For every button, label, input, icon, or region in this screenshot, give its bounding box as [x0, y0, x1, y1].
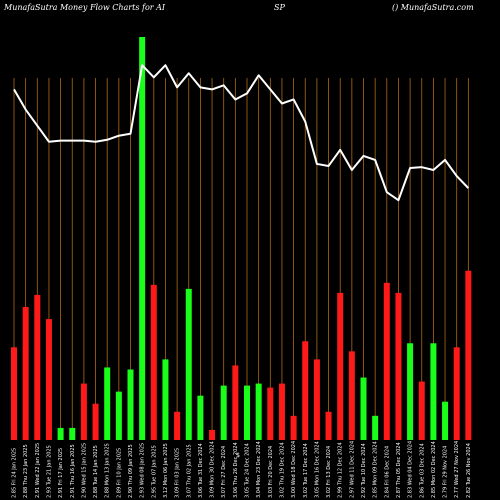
inflow-bar: [115, 391, 122, 440]
inflow-bar: [69, 427, 76, 440]
x-tick-label: 3.09 Mon 30 Dec 2024: [210, 441, 216, 498]
outflow-bar: [22, 307, 29, 440]
site-credit: () MunafaSutra.com: [392, 3, 474, 12]
inflow-bar: [407, 343, 414, 440]
x-tick-label: 3.02 Tue 17 Dec 2024: [303, 443, 309, 498]
x-tick-label: 3.12 Mon 06 Jan 2025: [163, 443, 169, 498]
x-tick-label: 2.86 Tue 03 Dec 2024: [419, 443, 425, 498]
outflow-bar: [383, 282, 390, 440]
outflow-bar: [313, 359, 320, 440]
x-tick-label: 2.91 Wed 22 Jan 2025: [35, 443, 41, 498]
x-tick-label: 2.84 Fri 06 Dec 2024: [384, 446, 390, 498]
x-tick-label: 3.04 Mon 23 Dec 2024: [256, 441, 262, 498]
outflow-bar: [209, 429, 216, 440]
outflow-bar: [290, 415, 297, 440]
x-tick-label: 2.91 Thu 16 Jan 2025: [70, 444, 76, 498]
inflow-bar: [127, 369, 134, 440]
outflow-bar: [45, 319, 52, 440]
x-tick-label: 2.92 Tue 10 Dec 2024: [361, 443, 367, 498]
x-tick-label: 2.90 Wed 15 Jan 2025: [81, 443, 87, 498]
outflow-bar: [302, 341, 309, 440]
x-tick-label: 3.05 Tue 24 Dec 2024: [245, 443, 251, 498]
inflow-bar: [57, 427, 64, 440]
inflow-bar: [104, 367, 111, 440]
outflow-bar: [174, 411, 181, 440]
x-tick-label: 2.91 Fri 17 Jan 2025: [58, 448, 64, 498]
x-tick-label: 3.07 Fri 27 Dec 2024: [221, 446, 227, 498]
x-tick-label: 3.06 Tue 31 Dec 2024: [198, 443, 204, 498]
outflow-bar: [278, 383, 285, 440]
inflow-bar: [442, 401, 449, 440]
x-tick-label: 2.89 Fri 10 Jan 2025: [116, 448, 122, 498]
x-tick-label: 2.95 Tue 07 Jan 2025: [151, 445, 157, 498]
outflow-bar: [92, 403, 99, 440]
chart-symbol: SP: [274, 3, 285, 12]
x-tick-label: 2.77 Wed 27 Nov 2024: [454, 441, 460, 498]
currency-mark: $: [236, 452, 240, 459]
inflow-bar: [162, 359, 169, 440]
x-tick-label: 2.88 Mon 13 Jan 2025: [105, 443, 111, 498]
x-tick-label: 2.93 Wed 08 Jan 2025: [140, 443, 146, 498]
outflow-bar: [348, 351, 355, 440]
x-tick-label: 2.85 Fri 24 Jan 2025: [12, 448, 18, 498]
inflow-bar: [360, 377, 367, 440]
inflow-bar: [244, 385, 250, 440]
outflow-bar: [80, 383, 87, 440]
outflow-bar: [395, 292, 402, 440]
outflow-bar: [232, 365, 239, 440]
x-tick-label: 2.87 Thu 05 Dec 2024: [396, 442, 402, 498]
x-tick-label: 2.99 Thu 12 Dec 2024: [338, 442, 344, 498]
x-tick-label: 3.02 Fri 13 Dec 2024: [326, 446, 332, 498]
price-line: [13, 64, 470, 202]
x-tick-label: 2.93 Tue 21 Jan 2025: [46, 445, 52, 498]
x-tick-label: 3.00 Wed 18 Dec 2024: [291, 441, 297, 498]
outflow-bar: [453, 347, 460, 440]
x-tick-label: 3.03 Fri 20 Dec 2024: [268, 446, 274, 498]
x-tick-label: 2.90 Thu 09 Jan 2025: [128, 444, 134, 498]
inflow-bar: [185, 288, 192, 440]
x-tick-label: 2.83 Wed 04 Dec 2024: [408, 441, 414, 498]
x-tick-label: 2.88 Thu 23 Jan 2025: [23, 444, 29, 498]
inflow-bar: [430, 343, 437, 440]
x-tick-label: 2.82 Tue 26 Nov 2024: [466, 443, 472, 498]
inflow-bar: [220, 385, 227, 440]
x-tick-label: 3.02 Thu 19 Dec 2024: [279, 442, 285, 498]
x-tick-label: 2.79 Fri 29 Nov 2024: [443, 446, 449, 498]
inflow-bar: [372, 415, 379, 440]
outflow-bar: [150, 284, 157, 440]
outflow-bar: [34, 294, 41, 440]
money-flow-bars: [11, 37, 472, 440]
outflow-bar: [418, 381, 425, 440]
inflow-bar: [139, 37, 146, 440]
x-tick-labels: 2.85 Fri 24 Jan 2025 2.88 Thu 23 Jan 2025…: [12, 441, 472, 498]
inflow-bar: [255, 383, 262, 440]
outflow-bar: [325, 411, 332, 440]
x-tick-label: 2.88 Tue 14 Jan 2025: [93, 445, 99, 498]
x-tick-label: 3.05 Mon 16 Dec 2024: [314, 441, 320, 498]
chart-title: MunafaSutra Money Flow Charts for AI: [4, 3, 166, 12]
x-tick-label: 3.07 Thu 02 Jan 2025: [186, 444, 192, 498]
outflow-bar: [337, 292, 344, 440]
x-tick-label: 2.85 Mon 09 Dec 2024: [373, 441, 379, 498]
x-tick-label: 2.97 Wed 11 Dec 2024: [349, 441, 355, 498]
price-line-layer: [13, 64, 470, 202]
outflow-bar: [267, 387, 274, 440]
outflow-bar: [465, 270, 472, 440]
outflow-bar: [11, 347, 17, 440]
x-tick-label: 2.85 Mon 02 Dec 2024: [431, 441, 437, 498]
inflow-bar: [197, 395, 204, 440]
x-tick-label: 3.09 Fri 03 Jan 2025: [175, 448, 181, 498]
x-tick-label: 3.06 Thu 26 Dec 2024: [233, 442, 239, 498]
